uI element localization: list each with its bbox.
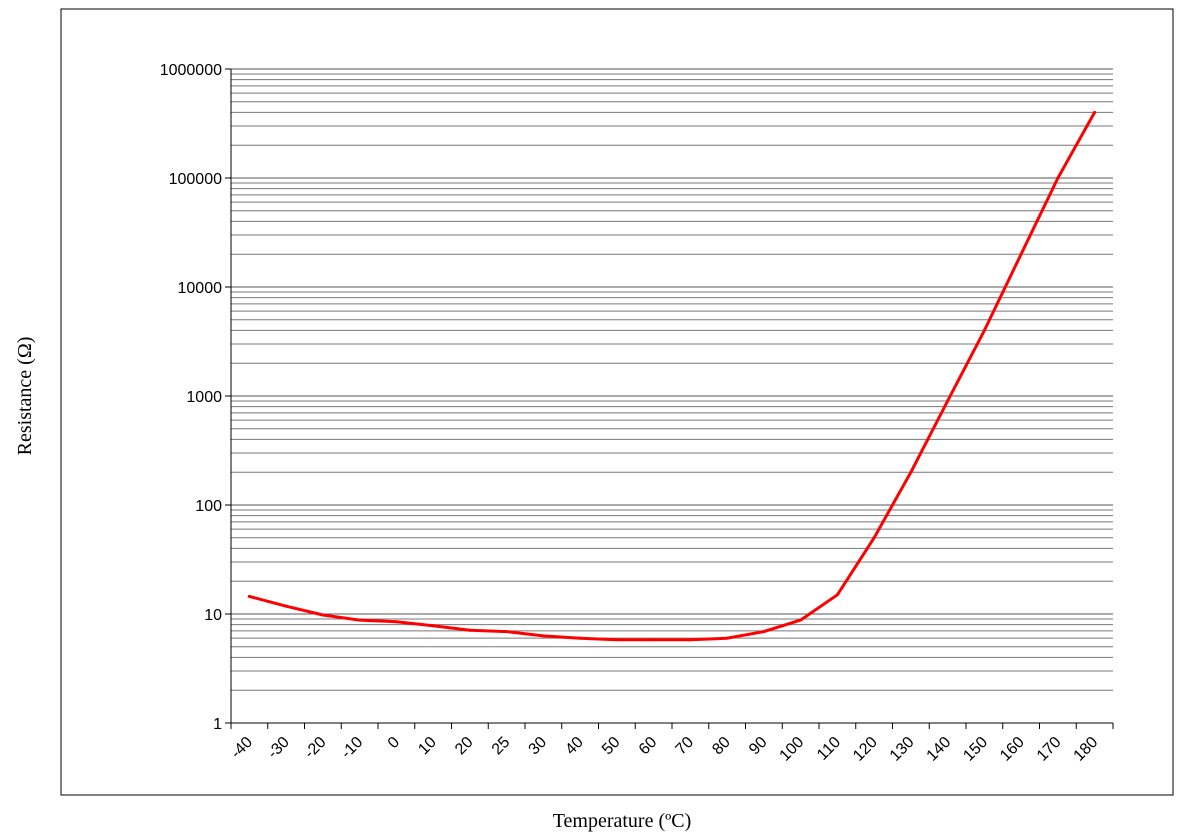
- data-point: [284, 604, 288, 608]
- data-point: [1056, 176, 1060, 180]
- y-tick-label: 10: [204, 607, 222, 624]
- data-point: [541, 634, 545, 638]
- y-tick-label: 100: [195, 498, 222, 515]
- data-point: [909, 470, 913, 474]
- data-point: [688, 638, 692, 642]
- data-point: [946, 399, 950, 403]
- data-point: [762, 630, 766, 634]
- y-axis-title: Resistance (Ω): [14, 337, 36, 456]
- data-point: [505, 630, 509, 634]
- grid-lines: [231, 68, 1113, 724]
- data-point: [394, 620, 398, 624]
- y-tick-label: 100000: [169, 171, 222, 188]
- data-point: [872, 536, 876, 540]
- data-point: [982, 328, 986, 332]
- x-axis-title: Temperature (ºC): [553, 810, 692, 832]
- data-point: [835, 593, 839, 597]
- y-tick-label: 1000: [186, 389, 222, 406]
- data-point: [321, 613, 325, 617]
- chart-frame: [60, 8, 1174, 796]
- data-point: [799, 618, 803, 622]
- data-point: [431, 624, 435, 628]
- y-tick-label: 1000000: [160, 62, 222, 79]
- y-tick-label: 1: [213, 716, 222, 733]
- series-line: [247, 110, 1097, 642]
- data-point: [578, 636, 582, 640]
- series-points: [247, 110, 1097, 642]
- data-point: [725, 636, 729, 640]
- data-point: [468, 628, 472, 632]
- data-point: [1019, 252, 1023, 256]
- data-point: [358, 618, 362, 622]
- y-axis-ticks: 1 10 100 1000 10000 100000 1000000: [160, 62, 231, 733]
- data-point: [247, 594, 251, 598]
- data-point: [615, 638, 619, 642]
- data-point: [652, 638, 656, 642]
- data-point: [1093, 110, 1097, 114]
- y-tick-label: 10000: [178, 280, 223, 297]
